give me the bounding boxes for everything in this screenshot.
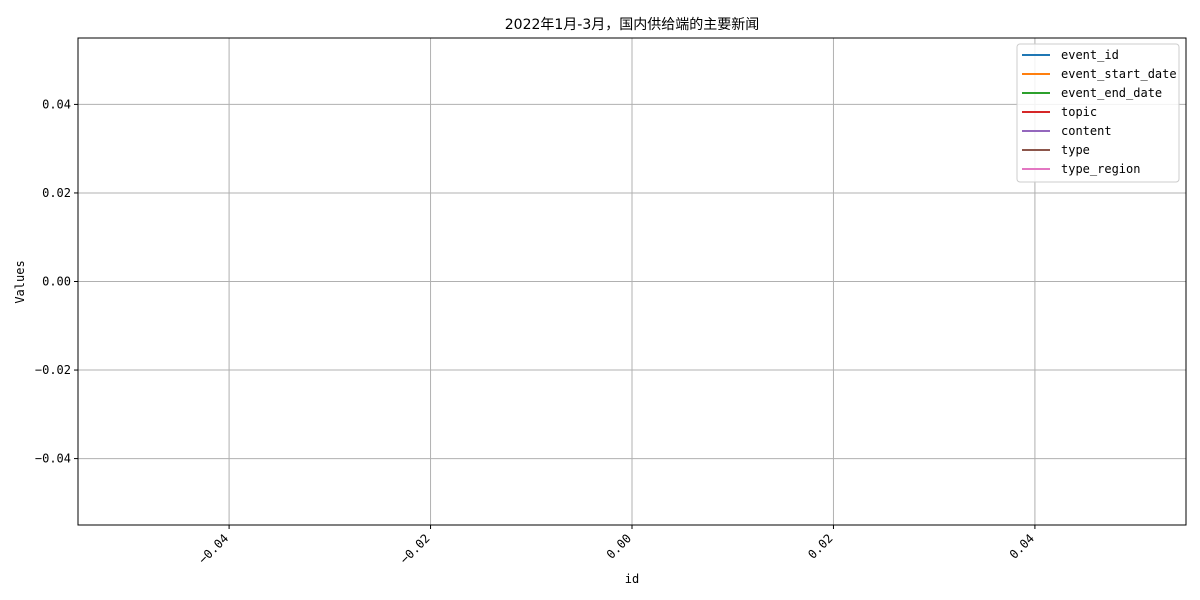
legend-label: event_end_date [1061, 86, 1162, 100]
legend: event_id event_start_date event_end_dateto… [1016, 43, 1180, 183]
y-tick-label: −0.02 [35, 363, 71, 377]
x-tick-label: −0.02 [397, 531, 432, 566]
y-tick-label: 0.02 [42, 186, 71, 200]
legend-label: type [1061, 143, 1090, 157]
y-axis-ticks: 0.04 0.02 0.00 −0.02 −0.04 [35, 97, 78, 466]
chart-title: 2022年1月-3月，国内供给端的主要新闻 [505, 17, 760, 33]
x-tick-label: 0.02 [805, 531, 835, 561]
y-tick-label: 0.04 [42, 97, 71, 111]
x-tick-label: 0.04 [1007, 531, 1037, 561]
x-axis-title: id [625, 572, 639, 586]
legend-label: event_id [1061, 48, 1119, 62]
y-tick-label: −0.04 [35, 452, 71, 466]
legend-label: content [1061, 124, 1112, 138]
legend-label: type_region [1061, 162, 1140, 176]
x-axis-ticks: −0.04 −0.02 0.00 0.02 0.04 [196, 525, 1037, 567]
grid [78, 38, 1186, 525]
legend-frame [1016, 43, 1180, 183]
y-tick-label: 0.00 [42, 275, 71, 289]
x-tick-label: 0.00 [604, 531, 634, 561]
legend-label: topic [1061, 105, 1097, 119]
legend-label: event_start_date [1061, 67, 1177, 81]
x-tick-label: −0.04 [196, 531, 231, 566]
y-axis-title: Values [13, 260, 27, 303]
legend-entries: event_id event_start_date event_end_dateto… [1022, 48, 1177, 176]
